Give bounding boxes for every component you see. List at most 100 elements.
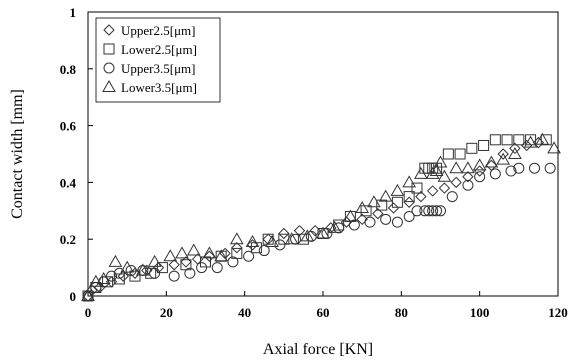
legend-box	[95, 17, 221, 103]
data-point-circle	[474, 171, 486, 183]
data-point-square	[113, 273, 125, 285]
data-point-circle	[411, 205, 423, 217]
data-point-triangle	[535, 132, 550, 145]
series-triangle	[81, 132, 561, 301]
data-point-triangle	[202, 246, 217, 259]
data-point-circle	[106, 270, 117, 282]
data-point-square	[513, 134, 525, 146]
data-point-circle	[274, 239, 286, 251]
data-point-circle	[431, 205, 443, 217]
data-point-circle	[403, 210, 415, 222]
x-tick-label: 20	[160, 305, 173, 320]
y-axis: 0 0.2 0.4 0.6 0.8 1	[60, 5, 93, 304]
data-point-circle	[446, 191, 458, 203]
data-point-square	[156, 262, 168, 274]
data-point-triangle	[378, 189, 393, 202]
data-point-square	[466, 142, 478, 154]
data-point-circle	[227, 256, 239, 268]
data-point-circle	[419, 205, 431, 217]
data-point-triangle	[96, 271, 111, 284]
data-point-diamond	[415, 190, 427, 203]
legend-entry-label: Upper2.5[μm]	[121, 23, 195, 38]
legend-entry-label: Lower2.5[μm]	[121, 42, 197, 57]
data-point-circle	[258, 245, 270, 257]
data-point-square	[360, 205, 372, 217]
data-point-circle	[513, 162, 525, 174]
data-point-circle	[348, 219, 360, 231]
data-point-triangle	[343, 209, 358, 222]
data-point-triangle	[175, 246, 189, 259]
data-point-circle	[90, 281, 102, 293]
data-point-diamond	[426, 185, 439, 197]
data-point-triangle	[214, 249, 229, 262]
data-point-diamond	[438, 182, 451, 194]
data-point-diamond	[509, 142, 521, 155]
data-point-circle	[364, 216, 376, 228]
data-point-diamond	[497, 148, 509, 160]
data-point-triangle	[265, 235, 279, 248]
data-point-diamond	[168, 259, 180, 271]
data-point-diamond	[356, 213, 368, 226]
x-tick-label: 120	[548, 305, 568, 320]
data-point-diamond	[231, 242, 243, 254]
data-point-triangle	[437, 169, 452, 182]
data-point-triangle	[147, 254, 162, 267]
data-point-triangle	[449, 161, 464, 174]
data-point-circle	[113, 267, 125, 279]
data-point-square	[129, 270, 141, 282]
data-point-square	[200, 256, 211, 268]
data-point-triangle	[81, 288, 95, 301]
y-tick-label: 0.2	[60, 232, 76, 247]
legend-marker-diamond	[103, 24, 115, 36]
data-point-triangle	[484, 155, 499, 168]
data-points	[81, 132, 561, 302]
data-point-circle	[427, 205, 439, 217]
legend-marker-circle	[103, 62, 115, 74]
legend-entry-label: Lower3.5[μm]	[121, 80, 197, 95]
data-point-diamond	[450, 176, 462, 189]
data-point-diamond	[372, 207, 384, 220]
legend-entry-label: Upper3.5[μm]	[121, 61, 195, 76]
data-point-triangle	[300, 229, 315, 242]
data-point-circle	[149, 267, 161, 279]
data-point-circle	[423, 205, 435, 217]
data-point-triangle	[508, 146, 522, 159]
data-point-square	[489, 134, 501, 146]
data-point-triangle	[120, 260, 135, 273]
y-tick-label: 0.4	[60, 175, 77, 190]
data-point-triangle	[433, 155, 448, 168]
legend-marker-square	[103, 43, 115, 55]
data-point-triangle	[327, 220, 342, 233]
data-point-circle	[489, 168, 501, 180]
legend: Upper2.5[μm] Lower2.5[μm] Upper3.5[μm] Lowe…	[95, 17, 221, 103]
data-point-circle	[544, 162, 556, 174]
data-point-circle	[168, 270, 180, 282]
data-point-circle	[184, 267, 196, 279]
data-point-triangle	[284, 232, 299, 245]
data-point-square	[501, 134, 513, 146]
y-tick-label: 0.6	[60, 119, 77, 134]
data-point-square	[262, 233, 274, 245]
data-point-square	[391, 196, 403, 208]
data-point-circle	[529, 162, 540, 174]
x-tick-label: 60	[317, 305, 330, 320]
data-point-square	[297, 233, 309, 245]
data-point-circle	[243, 250, 255, 262]
data-point-triangle	[245, 235, 260, 248]
data-point-square	[278, 233, 290, 245]
data-point-triangle	[367, 195, 381, 208]
y-axis-title: Contact width [mm]	[9, 89, 26, 219]
data-point-square	[333, 219, 345, 231]
y-tick-label: 0	[70, 289, 77, 304]
data-point-triangle	[461, 161, 475, 174]
y-tick-label: 0.8	[60, 62, 77, 77]
data-point-circle	[125, 264, 137, 276]
data-point-triangle	[163, 249, 178, 262]
data-point-square	[442, 148, 454, 160]
data-point-square	[403, 191, 415, 203]
data-point-circle	[211, 262, 223, 274]
data-point-triangle	[547, 141, 561, 154]
data-point-diamond	[462, 171, 474, 183]
data-point-square	[454, 148, 466, 160]
x-tick-label: 0	[85, 305, 92, 320]
